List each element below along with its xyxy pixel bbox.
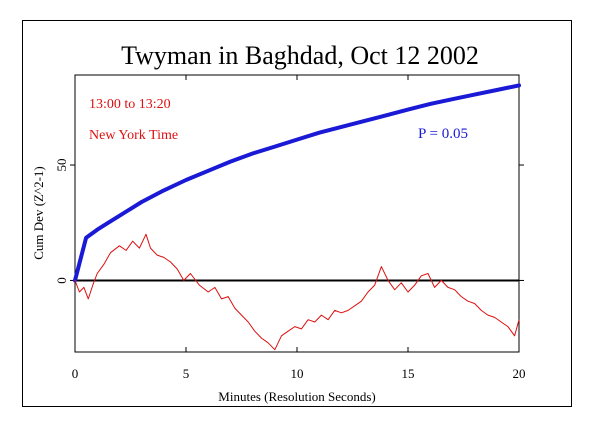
x-tick-label: 0 xyxy=(72,366,79,381)
x-tick-label: 10 xyxy=(291,366,304,381)
probability-annotation: P = 0.05 xyxy=(418,126,468,142)
plot-area xyxy=(74,74,520,353)
y-tick-label: 0 xyxy=(54,277,69,284)
chart-frame xyxy=(22,20,572,407)
x-tick-label: 20 xyxy=(513,366,526,381)
probability-envelope-line xyxy=(73,83,521,283)
x-axis-title: Minutes (Resolution Seconds) xyxy=(218,389,375,404)
timezone-annotation: New York Time xyxy=(89,128,178,143)
time-range-annotation: 13:00 to 13:20 xyxy=(89,97,171,112)
y-tick-label: 50 xyxy=(54,159,69,172)
y-axis: 0 50 xyxy=(54,159,524,284)
x-axis: 0 5 10 15 20 xyxy=(72,75,526,381)
chart-title: Twyman in Baghdad, Oct 12 2002 xyxy=(121,41,479,70)
x-tick-label: 15 xyxy=(402,366,415,381)
cumulative-deviation-line xyxy=(74,233,520,351)
x-tick-label: 5 xyxy=(183,366,190,381)
y-axis-title: Cum Dev (Z^2-1) xyxy=(31,166,46,259)
